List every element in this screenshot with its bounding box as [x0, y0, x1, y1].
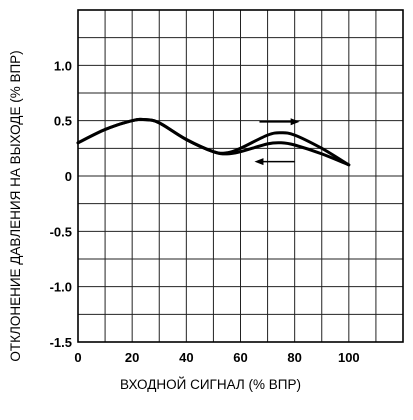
x-tick-label: 100 — [338, 350, 360, 365]
y-tick-label: -1.5 — [50, 335, 72, 350]
x-tick-label: 20 — [125, 350, 139, 365]
series — [76, 117, 351, 167]
plot-frame — [77, 9, 404, 343]
y-axis-label: ОТКЛОНЕНИЕ ДАВЛЕНИЯ НА ВЫХОДЕ (% ВПР) — [8, 50, 23, 361]
y-tick-label: -0.5 — [50, 224, 72, 239]
y-tick-label: 1.0 — [54, 58, 72, 73]
grid — [78, 10, 403, 342]
tick-labels: 0 20 40 60 80 100 1.0 0.5 0 -0.5 -1.0 -1.5 — [50, 58, 360, 365]
series-line-decreasing — [76, 117, 351, 167]
x-tick-label: 80 — [287, 350, 301, 365]
arrow-right-icon — [259, 118, 300, 126]
y-tick-label: -1.0 — [50, 280, 72, 295]
y-tick-label: 0.5 — [54, 114, 72, 129]
y-tick-label: 0 — [65, 169, 72, 184]
x-tick-label: 0 — [74, 350, 81, 365]
x-tick-label: 60 — [233, 350, 247, 365]
direction-arrows — [254, 118, 300, 166]
x-tick-label: 40 — [179, 350, 193, 365]
arrow-left-icon — [254, 158, 295, 166]
x-axis-label: ВХОДНОЙ СИГНАЛ (% ВПР) — [120, 377, 301, 392]
